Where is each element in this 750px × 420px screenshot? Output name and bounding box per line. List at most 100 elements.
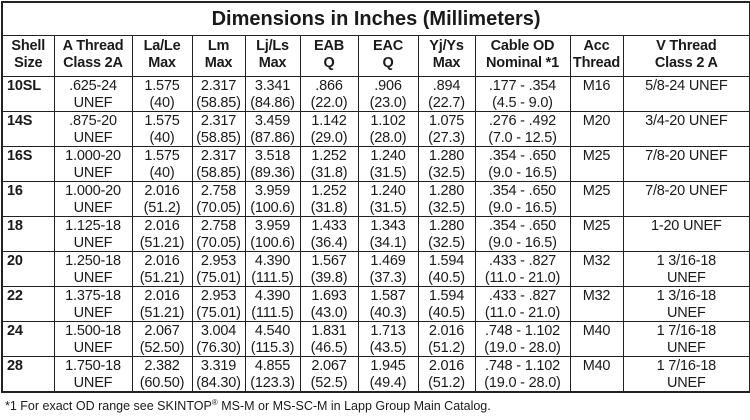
shell-size-cell: 16S [1,146,55,182]
cell-line: .354 - .650 [488,183,557,199]
cell-line: .906 [374,78,402,94]
cell-line: 3/4-20 UNEF [645,113,728,129]
title-row: Dimensions in Inches (Millimeters) [1,1,750,36]
cell: M32 [569,251,624,287]
cell: 2.382 (60.50) [131,356,193,393]
cell-line: (123.3) [250,374,295,391]
cell: 1 7/16-18 UNEF [622,321,750,357]
data-row: 16S 1.000-20 UNEF 1.575 (40) 2.317 (58.85) 3.51… [1,146,750,182]
header-line: Cable OD [490,38,555,54]
cell-line: UNEF [73,94,113,111]
cell: 1.240 (31.5) [357,146,419,182]
cell-line: .354 - .650 [488,218,557,234]
cell-line: (46.5) [310,339,348,356]
cell-line: .625-24 [69,78,117,94]
cell-line: M40 [582,323,611,339]
cell-line: 1.240 [370,183,406,199]
cell-line: 24 [7,323,23,339]
cell-line: 1.142 [311,113,347,129]
cell: 1.280 (32.5) [417,146,476,182]
cell: .906 (23.0) [357,76,419,112]
cell: 2.317 (58.85) [191,111,246,147]
cell-line: 18 [7,218,23,234]
cell: 1.252 (31.8) [299,181,359,217]
shell-size-cell: 28 [1,356,55,393]
cell: 1.125-18 UNEF [53,216,133,252]
cell-line: (36.4) [310,234,348,251]
cell-line: (75.01) [196,304,241,321]
header-row: Shell Size A Thread Class 2A La/Le Max Lm Max Lj… [1,35,750,77]
cell: M25 [569,216,624,252]
cell-line: (4.5 - 9.0) [492,94,553,111]
cell-line: 2.016 [144,183,180,199]
cell-line: 1 3/16-18 [656,288,717,304]
cell-line: (29.0) [310,129,348,146]
cell: .625-24 UNEF [53,76,133,112]
cell-line: (28.0) [369,129,407,146]
cell-line: (75.01) [196,269,241,286]
column-header: EAB Q [299,35,359,77]
cell-line: (27.3) [428,129,465,146]
footnote: *1 For exact OD range see SKINTOP® MS-M … [5,398,491,413]
cell: 1.713 (43.5) [357,321,419,357]
cell-line: 3.319 [200,358,237,374]
shell-size-cell: 14S [1,111,55,147]
cell-line: 1.000-20 [65,148,121,164]
cell: 1.831 (46.5) [299,321,359,357]
cell-line: 5/8-24 UNEF [645,78,728,94]
footnote-text: *1 For exact OD range see SKINTOP [5,399,212,414]
cell-line: 16S [7,148,33,164]
cell: 2.758 (70.05) [191,216,246,252]
cell-line: 2.016 [428,323,465,339]
cell-line: 2.758 [200,218,237,234]
cell: M25 [569,181,624,217]
cell-line: (43.0) [310,304,348,321]
cell-line: (51.2) [428,339,465,356]
cell: M32 [569,286,624,322]
cell-line: (40.5) [428,269,465,286]
cell-line: (40.3) [369,304,407,321]
cell-line: (39.8) [310,269,348,286]
cell: .433 - .827 (11.0 - 21.0) [474,286,571,322]
cell-line: (115.3) [250,339,295,356]
shell-size-cell: 16 [1,181,55,217]
cell: 2.953 (75.01) [191,251,246,287]
cell-line: .894 [432,78,461,94]
cell-line: 1.250-18 [65,253,121,269]
header-line: Size [14,54,43,71]
cell-line: 1 3/16-18 [656,253,717,269]
cell-line: 1.469 [370,253,406,269]
cell: 1.375-18 UNEF [53,286,133,322]
cell-line: .354 - .650 [488,148,557,164]
cell: 4.390 (111.5) [244,251,301,287]
cell-line: (70.05) [196,199,241,216]
cell: 3/4-20 UNEF [622,111,750,147]
cell-line: 1.587 [370,288,406,304]
cell: 1.240 (31.5) [357,181,419,217]
cell: 1.280 (32.5) [417,181,476,217]
cell: 1.594 (40.5) [417,286,476,322]
cell: 1.575 (40) [131,146,193,182]
cell-line: .433 - .827 [488,288,557,304]
cell-line: M25 [582,218,611,234]
cell-line: 1.945 [370,358,406,374]
cell-line: 4.390 [254,288,291,304]
cell-line: .177 - .354 [488,78,557,94]
cell: 7/8-20 UNEF [622,181,750,217]
cell: .354 - .650 (9.0 - 16.5) [474,146,571,182]
cell-line: (40.5) [428,304,465,321]
cell-line: 1.594 [428,253,465,269]
cell: 1.567 (39.8) [299,251,359,287]
header-line: Class 2 A [654,54,718,71]
cell: 1 7/16-18 UNEF [622,356,750,393]
header-line: Shell [11,38,46,54]
cell: 1.945 (49.4) [357,356,419,393]
cell: M40 [569,321,624,357]
cell: .433 - .827 (11.0 - 21.0) [474,251,571,287]
cell-line: UNEF [73,164,113,181]
header-line: Max [148,54,176,71]
table-title: Dimensions in Inches (Millimeters) [1,1,750,36]
cell: 1.343 (34.1) [357,216,419,252]
cell-line: 1.375-18 [65,288,121,304]
cell-line: 1.433 [311,218,347,234]
